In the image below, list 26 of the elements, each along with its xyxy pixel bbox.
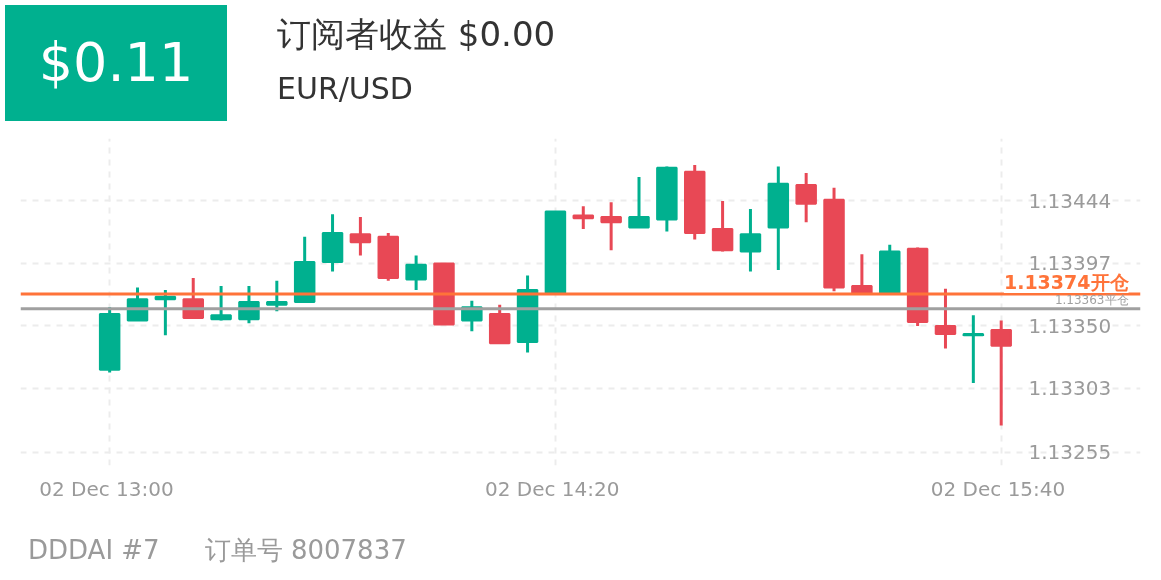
candlestick (600, 202, 622, 252)
ref-line-label: 1.13363平仓 (1054, 292, 1129, 307)
candlestick (628, 177, 650, 229)
candlestick (711, 200, 734, 252)
y-tick-label: 1.13350 (1028, 313, 1112, 338)
candlestick (990, 320, 1012, 426)
chart-title: 订阅者收益 $0.00 (277, 13, 556, 56)
candlestick (934, 288, 957, 349)
text: DDDAI #7 (28, 534, 160, 567)
ref-line-label: 1.13374开仓 (1003, 271, 1130, 294)
candlestick (795, 173, 817, 224)
candlestick (210, 286, 232, 321)
candlestick (962, 315, 985, 384)
text: $0.11 (38, 30, 194, 96)
candlestick (739, 208, 762, 272)
y-tick-label: 1.13444 (1028, 188, 1112, 213)
candlestick (349, 216, 372, 256)
x-tick-label: 02 Dec 13:00 (39, 476, 174, 501)
x-tick-label: 02 Dec 14:20 (485, 476, 620, 501)
x-tick-label: 02 Dec 15:40 (930, 476, 1066, 501)
text: 订单号 8007837 (204, 534, 407, 567)
y-tick-label: 1.13255 (1028, 440, 1112, 465)
chart-subtitle: EUR/USD (277, 70, 413, 108)
y-tick-label: 1.13303 (1028, 376, 1112, 401)
candlestick (405, 255, 427, 291)
candlestick (851, 254, 873, 294)
